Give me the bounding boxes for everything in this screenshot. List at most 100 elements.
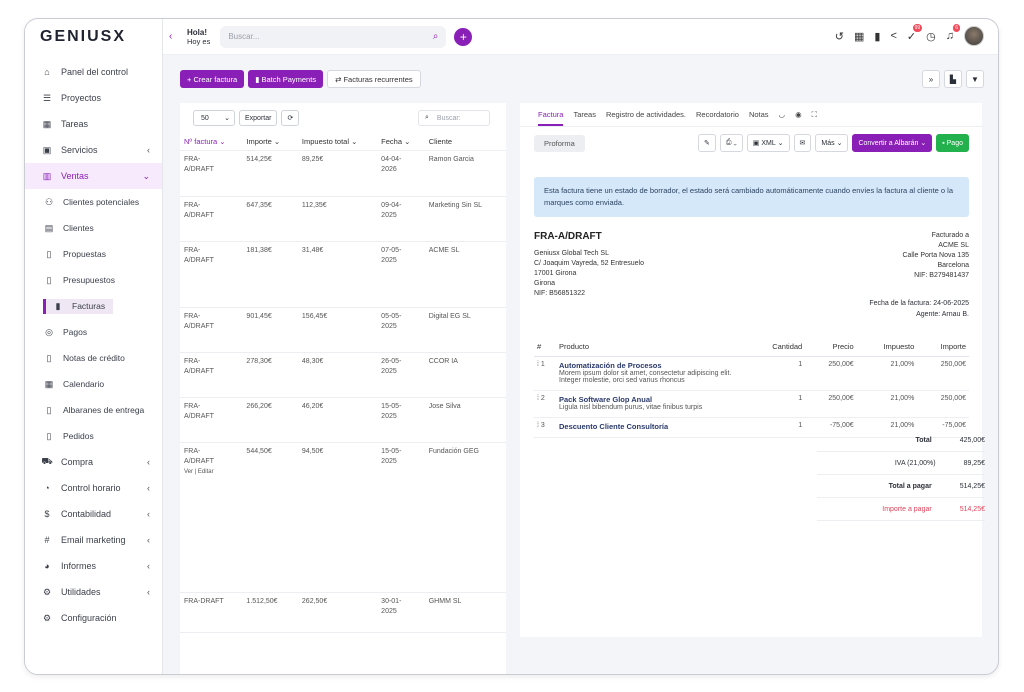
totals-row: Total 425,00€ [817, 429, 985, 452]
column-header[interactable]: Impuesto total ⌄ [301, 137, 358, 146]
sidebar-item-tareas[interactable]: ▦ Tareas [25, 111, 162, 137]
sidebar-item-clientes[interactable]: ▤ Clientes [25, 215, 162, 241]
sidebar-item-calendario[interactable]: ▦ Calendario [25, 371, 162, 397]
avatar[interactable] [964, 26, 984, 46]
sidebar-item-pagos[interactable]: ◎ Pagos [25, 319, 162, 345]
convert-delivery-button[interactable]: Convertir a Albarán ⌄ [852, 134, 933, 152]
bookmark-icon[interactable]: ▮ [874, 30, 881, 43]
bell-icon[interactable]: ♫ 6 [945, 24, 960, 42]
sidebar-item-clientes-potenciales[interactable]: ⚇ Clientes potenciales [25, 189, 162, 215]
sidebar-item-label: Utilidades [61, 587, 101, 597]
invoice-number[interactable]: FRA- A/DRAFT [184, 247, 214, 264]
sidebar-item-presupuestos[interactable]: ▯ Presupuestos [25, 267, 162, 293]
seller-line: Geniusx Global Tech SL [534, 250, 609, 257]
export-button[interactable]: Exportar [239, 110, 278, 126]
batch-payments-button[interactable]: ▮ Batch Payments [248, 70, 324, 88]
seller-line: NIF: B56851322 [534, 290, 585, 297]
sidebar-item-proyectos[interactable]: ☰ Proyectos [25, 85, 162, 111]
invoice-number[interactable]: FRA- A/DRAFT [184, 313, 214, 330]
table-row[interactable]: FRA- A/DRAFT 901,45€ 156,45€ 05-05- 2025 Digit… [180, 308, 506, 353]
sidebar-item-panel-del-control[interactable]: ⌂ Panel del control [25, 59, 162, 85]
invoice-number[interactable]: FRA- A/DRAFT Ver | Editar [184, 448, 214, 475]
invoice-tax: 112,35€ [301, 202, 327, 209]
totals-value: 425,00€ [959, 436, 985, 444]
tab-4[interactable]: Recordatorio [696, 110, 739, 119]
sidebar-item-servicios[interactable]: ▣ Servicios ‹ [25, 137, 162, 163]
sidebar-item-contabilidad[interactable]: $ Contabilidad ‹ [25, 501, 162, 527]
proforma-button[interactable]: Proforma [534, 134, 585, 152]
column-header[interactable]: Fecha ⌄ [381, 137, 411, 146]
page-size-select[interactable]: 50 ⌄ [193, 110, 235, 126]
table-row[interactable]: FRA- A/DRAFT Ver | Editar 544,50€ 94,50€ 15-0… [180, 443, 506, 593]
sidebar-item-configuracion[interactable]: ⚙ Configuración [25, 605, 162, 631]
clock-icon[interactable]: ◷ [926, 30, 936, 43]
column-header[interactable]: Cliente [428, 137, 453, 146]
item-row[interactable]: ⁞ 3 Descuento Cliente Consultoría 1 -75,00€… [534, 417, 969, 438]
payment-button[interactable]: ▪ Pago [936, 134, 969, 152]
sidebar-item-facturas[interactable]: ▮ Facturas [25, 293, 162, 319]
invoice-number[interactable]: FRA- A/DRAFT [184, 156, 214, 173]
create-invoice-button[interactable]: + Crear factura [180, 70, 245, 88]
sidebar-item-ventas[interactable]: ▥ Ventas ⌄ [25, 163, 162, 189]
item-column-header: Producto [556, 337, 746, 357]
global-search-input[interactable]: Buscar... ⌕ [220, 25, 447, 48]
invoice-number[interactable]: FRA- A/DRAFT [184, 358, 214, 375]
table-row[interactable]: FRA-DRAFT 1.512,50€ 262,50€ 30-01- 2025 GHMM … [180, 593, 506, 633]
history-icon[interactable]: ↺ [834, 30, 845, 43]
reload-button[interactable]: ⟳ [281, 110, 300, 126]
invoice-number[interactable]: FRA- A/DRAFT [184, 403, 214, 420]
quick-add-button[interactable]: + [454, 27, 473, 46]
tab-2[interactable]: Tareas [573, 110, 596, 119]
sidebar-item-control-horario[interactable]: ◔ Control horario ‹ [25, 475, 162, 501]
table-row[interactable]: FRA- A/DRAFT 647,35€ 112,35€ 09-04- 2025 Marke… [180, 197, 506, 242]
sidebar-item-utilidades[interactable]: ⚙ Utilidades ‹ [25, 579, 162, 605]
invoice-tax: 89,25€ [301, 156, 324, 163]
item-row[interactable]: ⁞ 1 Automatización de Procesos Morem ipsum… [534, 356, 969, 391]
list-search-input[interactable]: ⌕ Buscar: [418, 110, 490, 126]
sidebar-item-propuestas[interactable]: ▯ Propuestas [25, 241, 162, 267]
more-button[interactable]: Más ⌄ [815, 134, 849, 152]
sidebar-item-email-marketing[interactable]: # Email marketing ‹ [25, 527, 162, 553]
sidebar-item-compra[interactable]: ⛟ Compra ‹ [25, 449, 162, 475]
fullscreen-icon[interactable]: ⛶ [811, 109, 817, 119]
row-actions[interactable]: Ver | Editar [184, 469, 214, 475]
table-row[interactable]: FRA- A/DRAFT 181,38€ 31,48€ 07-05- 2025 ACME S… [180, 242, 506, 308]
column-header[interactable]: Importe ⌄ [246, 137, 281, 146]
sidebar-item-informes[interactable]: ◕ Informes ‹ [25, 553, 162, 579]
chat-icon[interactable]: ◡ [778, 110, 786, 119]
table-row[interactable]: FRA- A/DRAFT 278,30€ 48,30€ 26-05- 2025 CCOR I… [180, 353, 506, 398]
calendar-icon: ▦ [44, 378, 54, 389]
sidebar-item-label: Propuestas [63, 249, 106, 259]
sidebar-item-pedidos[interactable]: ▯ Pedidos [25, 423, 162, 449]
sidebar-item-albaranes-de-entrega[interactable]: ▯ Albaranes de entrega [25, 397, 162, 423]
tab-3[interactable]: Registro de actividades. [605, 110, 686, 119]
table-row[interactable]: FRA- A/DRAFT 514,25€ 89,25€ 04-04- 2026 Ramon … [180, 151, 506, 197]
pdf-button[interactable]: ⎙ ⌄ [719, 134, 743, 152]
check-badge: 99 [912, 23, 923, 32]
item-row[interactable]: ⁞ 2 Pack Software Glop Anual Ligula nisl b… [534, 390, 969, 418]
edit-button[interactable]: ✎ [698, 134, 716, 152]
share-icon[interactable]: < [890, 30, 897, 42]
item-qty: 1 [746, 390, 806, 418]
invoice-date: 04-04- 2026 [381, 156, 402, 173]
filter-icon[interactable]: ▼ [966, 70, 984, 88]
collapse-sidebar-icon[interactable]: ‹ [169, 31, 173, 42]
invoice-number[interactable]: FRA-DRAFT [184, 598, 224, 605]
chart-icon[interactable]: ▙ [944, 70, 962, 88]
eye-icon[interactable]: ◉ [795, 110, 802, 119]
tab-1[interactable]: Factura [538, 110, 564, 126]
invoice-number[interactable]: FRA- A/DRAFT [184, 202, 214, 219]
qr-icon[interactable]: ▦ [854, 30, 865, 43]
email-button[interactable]: ✉ [793, 134, 812, 152]
tab-5[interactable]: Notas [748, 110, 769, 119]
check-icon[interactable]: ✓ 99 [906, 23, 923, 43]
sidebar-item-notas-de-credito[interactable]: ▯ Notas de crédito [25, 345, 162, 371]
xml-button[interactable]: ▣ XML ⌄ [746, 134, 790, 152]
sidebar-item-label: Facturas [72, 301, 106, 311]
recurring-invoices-button[interactable]: ⇄ Facturas recurrentes [327, 70, 421, 88]
table-row[interactable]: FRA- A/DRAFT 266,20€ 46,20€ 15-05- 2025 Jose S… [180, 398, 506, 443]
items-table: # Producto Cantidad Precio Impuesto Importe ⁞… [534, 337, 969, 438]
search-icon[interactable]: ⌕ [432, 31, 439, 42]
column-header[interactable]: Nº factura ⌄ [184, 137, 226, 146]
expand-icon[interactable]: » [922, 70, 940, 88]
